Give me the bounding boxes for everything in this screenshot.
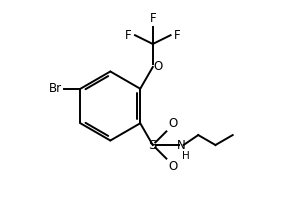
Text: F: F (149, 12, 156, 25)
Text: S: S (149, 138, 157, 152)
Text: Br: Br (49, 82, 62, 95)
Text: H: H (182, 151, 190, 161)
Text: F: F (125, 29, 132, 42)
Text: O: O (154, 60, 163, 74)
Text: O: O (169, 117, 178, 130)
Text: F: F (174, 29, 180, 42)
Text: N: N (177, 138, 185, 152)
Text: O: O (169, 160, 178, 173)
